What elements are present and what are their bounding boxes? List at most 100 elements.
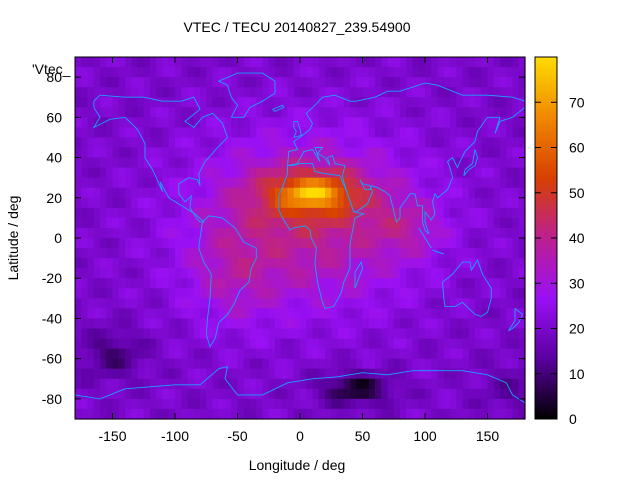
heatmap-cell [337, 368, 345, 380]
heatmap-cell [362, 167, 370, 179]
heatmap-cell [493, 97, 501, 108]
heatmap-cell [231, 127, 239, 139]
heatmap-cell [493, 167, 501, 179]
heatmap-cell [475, 408, 482, 420]
heatmap-cell [418, 248, 426, 259]
heatmap-cell [368, 268, 376, 279]
heatmap-cell [218, 97, 226, 108]
heatmap-cell [368, 117, 376, 128]
heatmap-cell [268, 197, 276, 209]
heatmap-cell [162, 248, 170, 259]
heatmap-cell [268, 308, 276, 320]
heatmap-cell [437, 97, 445, 108]
heatmap-cell [518, 298, 526, 309]
heatmap-cell [500, 378, 507, 390]
heatmap-cell [493, 67, 501, 78]
heatmap-cell [318, 67, 326, 78]
heatmap-cell [168, 217, 176, 229]
heatmap-cell [381, 187, 389, 199]
heatmap-cell [212, 97, 220, 108]
heatmap-cell [300, 167, 307, 179]
heatmap-cell [350, 227, 357, 239]
heatmap-cell [175, 167, 182, 179]
heatmap-cell [381, 308, 389, 320]
heatmap-cell [275, 318, 282, 330]
heatmap-cell [187, 167, 195, 179]
heatmap-cell [212, 398, 220, 410]
heatmap-cell [243, 288, 251, 299]
heatmap-cell [200, 258, 207, 269]
heatmap-cell [268, 338, 276, 350]
heatmap-cell [131, 127, 139, 139]
heatmap-cell [281, 318, 289, 330]
heatmap-cell [143, 167, 151, 179]
heatmap-cell [512, 227, 520, 239]
heatmap-cell [87, 248, 95, 259]
heatmap-cell [168, 308, 176, 320]
heatmap-cell [181, 318, 189, 330]
heatmap-cell [281, 398, 289, 410]
heatmap-cell [400, 298, 407, 309]
heatmap-cell [443, 217, 451, 229]
heatmap-cell [87, 318, 95, 330]
heatmap-cell [231, 238, 239, 249]
heatmap-cell [418, 97, 426, 108]
heatmap-cell [150, 398, 157, 410]
heatmap-cell [362, 268, 370, 279]
heatmap-cell [75, 127, 82, 139]
heatmap-cell [331, 117, 339, 128]
heatmap-cell [500, 328, 507, 340]
heatmap-cell [487, 398, 495, 410]
heatmap-cell [162, 217, 170, 229]
heatmap-cell [475, 167, 482, 179]
heatmap-cell [243, 248, 251, 259]
heatmap-cell [81, 157, 89, 169]
heatmap-cell [268, 167, 276, 179]
heatmap-cell [125, 87, 132, 98]
heatmap-cell [337, 127, 345, 139]
y-tick-label: 20 [46, 190, 62, 206]
heatmap-cell [275, 268, 282, 279]
heatmap-cell [381, 268, 389, 279]
heatmap-cell [75, 207, 82, 219]
heatmap-cell [481, 388, 489, 400]
heatmap-cell [243, 187, 251, 199]
heatmap-cell [431, 378, 439, 390]
heatmap-cell [487, 378, 495, 390]
heatmap-cell [462, 147, 470, 159]
heatmap-cell [443, 298, 451, 309]
heatmap-cell [250, 217, 257, 229]
heatmap-cell [181, 408, 189, 420]
heatmap-cell [212, 87, 220, 98]
heatmap-cell [143, 67, 151, 78]
heatmap-cell [181, 77, 189, 88]
heatmap-cell [468, 57, 476, 68]
heatmap-cell [375, 338, 382, 350]
heatmap-cell [456, 408, 464, 420]
heatmap-cell [150, 248, 157, 259]
heatmap-cell [318, 227, 326, 239]
heatmap-cell [406, 328, 414, 340]
heatmap-cell [262, 167, 270, 179]
heatmap-cell [293, 328, 301, 340]
heatmap-cell [193, 318, 201, 330]
heatmap-cell [350, 288, 357, 299]
heatmap-cell [475, 268, 482, 279]
heatmap-cell [325, 358, 332, 370]
heatmap-cell [293, 368, 301, 380]
heatmap-cell [512, 368, 520, 380]
heatmap-cell [218, 217, 226, 229]
heatmap-cell [181, 137, 189, 149]
heatmap-cell [306, 157, 314, 169]
heatmap-cell [281, 217, 289, 229]
heatmap-cell [275, 87, 282, 98]
heatmap-cell [106, 137, 114, 149]
heatmap-cell [406, 338, 414, 350]
heatmap-cell [500, 107, 507, 118]
heatmap-cell [343, 398, 351, 410]
heatmap-cell [487, 298, 495, 309]
heatmap-cell [193, 298, 201, 309]
heatmap-cell [262, 177, 270, 189]
heatmap-cell [456, 378, 464, 390]
heatmap-cell [212, 127, 220, 139]
